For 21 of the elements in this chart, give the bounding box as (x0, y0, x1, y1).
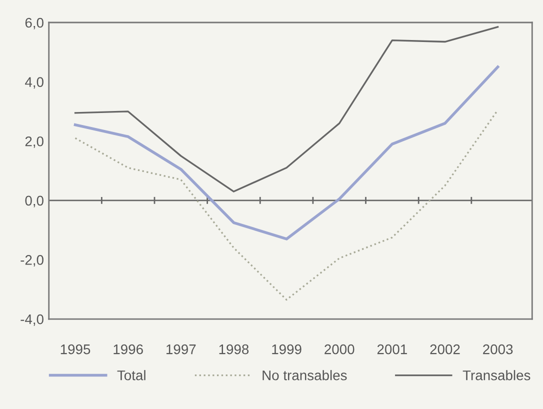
legend-label: Total (117, 370, 146, 380)
x-tick-label: 2002 (430, 344, 460, 354)
x-tick-label: 2001 (377, 344, 407, 354)
x-tick-label: 1996 (114, 344, 143, 354)
x-tick-label: 1999 (272, 344, 302, 354)
y-tick-label: 2,0 (25, 136, 44, 148)
y-tick-label: 6,0 (25, 18, 44, 30)
y-tick-label: 0,0 (25, 196, 44, 208)
x-tick-label: 1998 (219, 344, 249, 354)
y-tick-label: -4,0 (20, 314, 44, 326)
y-tick-label: -2,0 (20, 255, 44, 267)
legend-label: No transables (262, 370, 347, 380)
x-tick-label: 1995 (60, 344, 90, 354)
x-tick-label: 1997 (166, 344, 196, 354)
x-tick-label: 2003 (483, 344, 513, 354)
line-series (74, 66, 500, 240)
line-series (74, 26, 499, 192)
y-tick-label: 4,0 (25, 77, 44, 89)
legend-label: Transables (462, 370, 530, 380)
line-series (74, 109, 499, 301)
x-tick-label: 2000 (324, 344, 354, 354)
